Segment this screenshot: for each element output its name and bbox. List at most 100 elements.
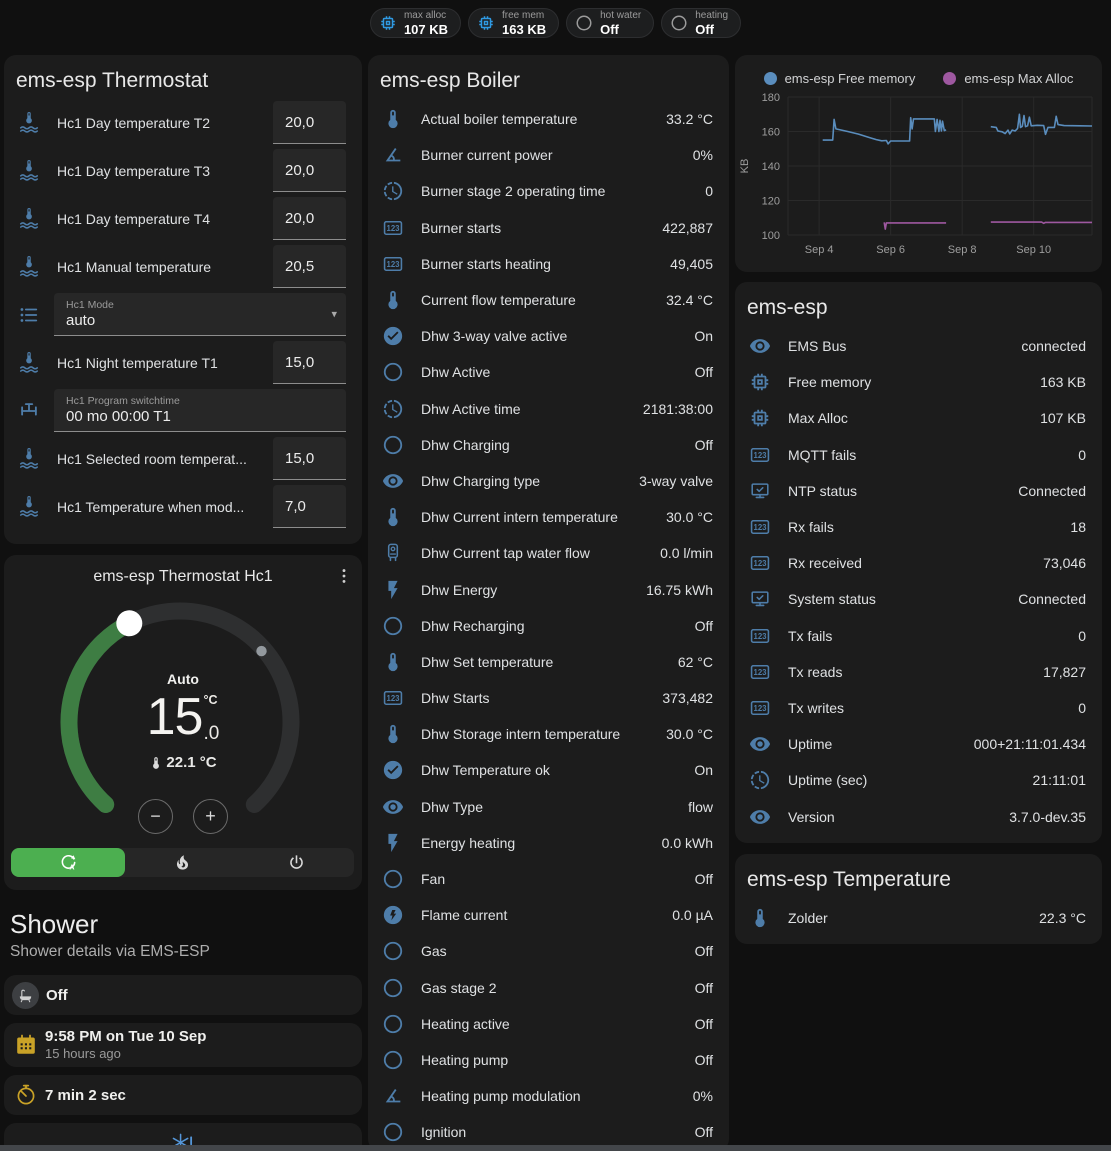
chart-legend: ems-esp Free memory ems-esp Max Alloc — [735, 55, 1102, 89]
mode-button-off[interactable] — [240, 848, 354, 877]
field-label: Hc1 Program switchtime — [66, 395, 180, 407]
svg-text:123: 123 — [387, 260, 401, 269]
svg-text:Sep 6: Sep 6 — [876, 244, 905, 256]
entity-row[interactable]: Dhw Recharging Off — [368, 608, 729, 644]
entity-row[interactable]: 123 Tx writes 0 — [735, 690, 1102, 726]
entity-value: Off — [694, 617, 713, 634]
number-input[interactable]: 15,0 — [273, 437, 346, 480]
entity-row[interactable]: Dhw Type flow — [368, 789, 729, 825]
entity-row[interactable]: Heating active Off — [368, 1006, 729, 1042]
entity-label: Version — [788, 808, 835, 825]
entity-value: connected — [1021, 338, 1086, 355]
entity-value: 16.75 kWh — [646, 581, 713, 598]
entity-value: Connected — [1018, 482, 1086, 499]
entity-row[interactable]: Gas stage 2 Off — [368, 970, 729, 1006]
chip-hot-water[interactable]: hot water Off — [566, 8, 655, 38]
entity-row[interactable]: Dhw Active Off — [368, 354, 729, 390]
legend-item[interactable]: ems-esp Max Alloc — [943, 68, 1073, 89]
circle-outline-icon — [382, 1013, 404, 1035]
legend-item[interactable]: ems-esp Free memory — [763, 68, 915, 89]
entity-row[interactable]: Dhw Active time 2181:38:00 — [368, 391, 729, 427]
number-input[interactable]: 20,0 — [273, 149, 346, 192]
entity-row[interactable]: Gas Off — [368, 933, 729, 969]
entity-label: Zolder — [788, 909, 828, 926]
entity-row[interactable]: Heating pump Off — [368, 1042, 729, 1078]
entity-label: NTP status — [788, 482, 857, 499]
entity-row[interactable]: Flame current 0.0 µA — [368, 897, 729, 933]
number-input[interactable]: 20,5 — [273, 245, 346, 288]
number-input[interactable]: 15,0 — [273, 341, 346, 384]
entity-row[interactable]: 123 MQTT fails 0 — [735, 437, 1102, 473]
entity-row[interactable]: Zolder 22.3 °C — [735, 900, 1102, 936]
entity-row[interactable]: Dhw Current intern temperature 30.0 °C — [368, 499, 729, 535]
more-options-icon[interactable] — [334, 566, 354, 586]
entity-row[interactable]: 123 Tx fails 0 — [735, 618, 1102, 654]
entity-row[interactable]: 123 Rx received 73,046 — [735, 545, 1102, 581]
entity-value: 0 — [1078, 446, 1086, 463]
entity-value: 73,046 — [1043, 555, 1086, 572]
entity-value: 21:11:01 — [1032, 772, 1086, 789]
decrease-temperature-button[interactable]: − — [138, 799, 173, 834]
chip-heating[interactable]: heating Off — [661, 8, 742, 38]
entity-row[interactable]: 123 Dhw Starts 373,482 — [368, 680, 729, 716]
increase-temperature-button[interactable]: + — [193, 799, 228, 834]
entity-row[interactable]: Version 3.7.0-dev.35 — [735, 798, 1102, 834]
text-input[interactable]: Hc1 Program switchtime 00 mo 00:00 T1 — [54, 389, 346, 432]
select-input[interactable]: Hc1 Mode auto ▾ — [54, 293, 346, 336]
thermostat-dial-card: ems-esp Thermostat Hc1 Auto 15 °C .0 — [4, 555, 362, 890]
entity-row[interactable]: Fan Off — [368, 861, 729, 897]
number-input[interactable]: 20,0 — [273, 197, 346, 240]
entity-row[interactable]: Uptime (sec) 21:11:01 — [735, 762, 1102, 798]
entity-row[interactable]: 123 Burner starts heating 49,405 — [368, 246, 729, 282]
circle-outline-icon — [382, 1121, 404, 1143]
horizontal-scrollbar[interactable] — [0, 1145, 1111, 1151]
entity-row[interactable]: Burner stage 2 operating time 0 — [368, 173, 729, 209]
entity-row[interactable]: 123 Tx reads 17,827 — [735, 654, 1102, 690]
shower-duration-card[interactable]: 7 min 2 sec — [4, 1075, 362, 1115]
entity-row[interactable]: Dhw Current tap water flow 0.0 l/min — [368, 535, 729, 571]
svg-text:KB: KB — [739, 159, 751, 174]
control-label: Hc1 Day temperature T3 — [57, 162, 211, 179]
mode-button-auto[interactable]: A — [11, 848, 126, 877]
entity-row[interactable]: Dhw Storage intern temperature 30.0 °C — [368, 716, 729, 752]
entity-row[interactable]: System status Connected — [735, 581, 1102, 617]
entity-row[interactable]: NTP status Connected — [735, 473, 1102, 509]
entity-row[interactable]: EMS Bus connected — [735, 328, 1102, 364]
entity-row[interactable]: Current flow temperature 32.4 °C — [368, 282, 729, 318]
entity-row[interactable]: 123 Rx fails 18 — [735, 509, 1102, 545]
counter-icon: 123 — [749, 625, 771, 647]
svg-text:123: 123 — [754, 451, 768, 460]
memory-icon — [379, 14, 397, 32]
entity-row[interactable]: Burner current power 0% — [368, 137, 729, 173]
entity-row[interactable]: Max Alloc 107 KB — [735, 400, 1102, 436]
entity-row[interactable]: Actual boiler temperature 33.2 °C — [368, 101, 729, 137]
entity-label: Tx writes — [788, 699, 844, 716]
mode-button-heat[interactable] — [125, 848, 239, 877]
control-label: Hc1 Night temperature T1 — [57, 354, 218, 371]
entity-label: Tx fails — [788, 627, 833, 644]
entity-row[interactable]: Dhw Set temperature 62 °C — [368, 644, 729, 680]
boiler-card: ems-esp Boiler Actual boiler temperature… — [368, 55, 729, 1151]
counter-icon: 123 — [749, 516, 771, 538]
chip-free-mem[interactable]: free mem 163 KB — [468, 8, 560, 38]
entity-row[interactable]: Dhw 3-way valve active On — [368, 318, 729, 354]
number-input[interactable]: 20,0 — [273, 101, 346, 144]
entity-row[interactable]: Uptime 000+21:11:01.434 — [735, 726, 1102, 762]
entity-row[interactable]: Dhw Charging type 3-way valve — [368, 463, 729, 499]
entity-row[interactable]: Energy heating 0.0 kWh — [368, 825, 729, 861]
coolant-thermometer-icon — [18, 207, 40, 230]
entity-row[interactable]: Dhw Charging Off — [368, 427, 729, 463]
shower-state-card[interactable]: Off — [4, 975, 362, 1015]
calendar-icon — [14, 1033, 38, 1057]
chip-max-alloc[interactable]: max alloc 107 KB — [369, 8, 462, 38]
list-icon — [18, 304, 40, 326]
entity-row[interactable]: Free memory 163 KB — [735, 364, 1102, 400]
shower-last-card[interactable]: 9:58 PM on Tue 10 Sep 15 hours ago — [4, 1023, 362, 1067]
number-input[interactable]: 7,0 — [273, 485, 346, 528]
entity-row[interactable]: Dhw Energy 16.75 kWh — [368, 571, 729, 607]
entity-row[interactable]: 123 Burner starts 422,887 — [368, 210, 729, 246]
entity-row[interactable]: Heating pump modulation 0% — [368, 1078, 729, 1114]
circle-outline-icon — [382, 434, 404, 456]
entity-row[interactable]: Dhw Temperature ok On — [368, 752, 729, 788]
entity-row[interactable]: Ignition Off — [368, 1114, 729, 1150]
